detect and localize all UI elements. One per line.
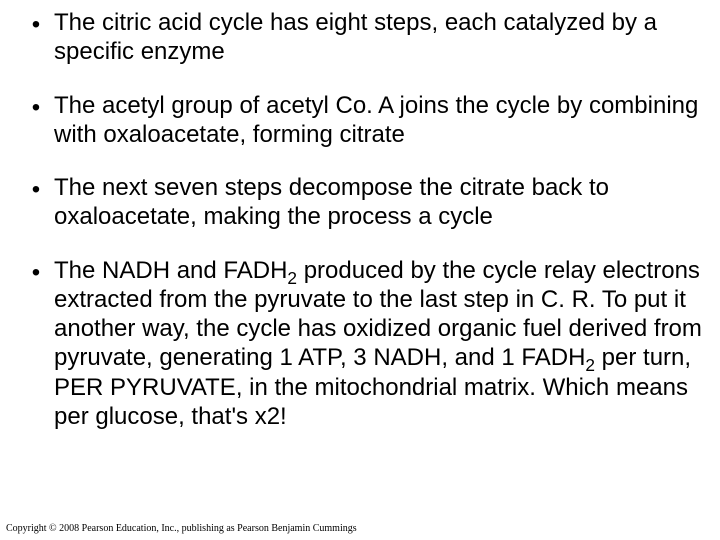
bullet-marker: • xyxy=(18,173,54,232)
copyright-footer: Copyright © 2008 Pearson Education, Inc.… xyxy=(6,523,357,534)
bullet-text: The next seven steps decompose the citra… xyxy=(54,173,702,232)
bullet-item: • The acetyl group of acetyl Co. A joins… xyxy=(18,91,702,150)
bullet-text: The citric acid cycle has eight steps, e… xyxy=(54,8,702,67)
bullet-item: • The citric acid cycle has eight steps,… xyxy=(18,8,702,67)
slide-body: • The citric acid cycle has eight steps,… xyxy=(0,0,720,431)
bullet-item: • The NADH and FADH2 produced by the cyc… xyxy=(18,256,702,432)
bullet-text: The acetyl group of acetyl Co. A joins t… xyxy=(54,91,702,150)
bullet-text: The NADH and FADH2 produced by the cycle… xyxy=(54,256,702,432)
bullet-marker: • xyxy=(18,256,54,432)
bullet-item: • The next seven steps decompose the cit… xyxy=(18,173,702,232)
bullet-marker: • xyxy=(18,91,54,150)
bullet-marker: • xyxy=(18,8,54,67)
